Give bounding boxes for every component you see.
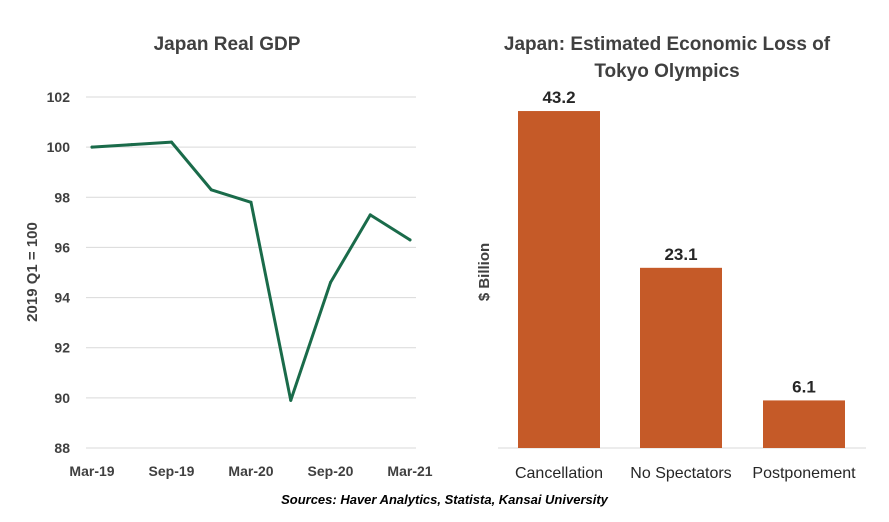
bar-chart-bar — [518, 111, 600, 448]
line-chart-y-tick-label: 88 — [54, 440, 70, 456]
line-chart-data-point — [170, 140, 173, 144]
line-chart-y-axis-label: 2019 Q1 = 100 — [24, 222, 41, 322]
line-chart-series — [90, 140, 412, 402]
line-chart-y-tick-label: 90 — [54, 390, 70, 406]
bar-chart-y-axis-label: $ Billion — [476, 243, 493, 301]
line-chart-data-point — [329, 281, 332, 285]
line-chart-data-point — [249, 200, 253, 204]
line-chart-y-tick-label: 92 — [54, 340, 70, 356]
line-chart-data-point — [90, 145, 94, 149]
bar-chart-bar — [763, 400, 845, 448]
bar-chart-olympics-loss: Japan: Estimated Economic Loss of Tokyo … — [476, 34, 866, 482]
bar-chart-bars: 43.2 Cancellation 23.1 No Spectators 6.1 Post… — [515, 88, 856, 482]
bar-chart-data-label: 6.1 — [792, 377, 816, 396]
bar-chart-category-label: No Spectators — [630, 465, 731, 482]
line-chart-y-tick-label: 98 — [54, 189, 70, 205]
line-chart-x-tick-label: Sep-20 — [308, 463, 354, 479]
line-chart-y-ticks: 88 90 92 94 96 98 100 102 — [47, 89, 71, 456]
line-chart-x-tick-label: Mar-21 — [387, 463, 432, 479]
line-chart-data-point — [130, 143, 134, 147]
line-chart-series-line — [90, 140, 412, 402]
line-chart-y-tick-label: 100 — [47, 139, 71, 155]
line-chart-x-ticks: Mar-19 Sep-19 Mar-20 Sep-20 Mar-21 — [69, 463, 432, 479]
bar-chart-category-label: Cancellation — [515, 465, 603, 482]
line-chart-y-tick-label: 94 — [54, 290, 70, 306]
line-chart-gdp: Japan Real GDP 2019 Q1 = 100 88 90 92 94 96 9… — [24, 34, 433, 479]
line-chart-title: Japan Real GDP — [154, 34, 301, 55]
source-note: Sources: Haver Analytics, Statista, Kans… — [281, 492, 608, 507]
line-chart-data-point — [289, 398, 293, 402]
bar-chart-data-label: 43.2 — [542, 88, 575, 107]
line-chart-data-point — [209, 188, 213, 192]
line-chart-x-tick-label: Sep-19 — [149, 463, 195, 479]
line-chart-gridlines — [86, 96, 416, 449]
line-chart-x-tick-label: Mar-20 — [228, 463, 273, 479]
line-chart-data-point — [368, 213, 372, 217]
bar-chart-category-label: Postponement — [752, 465, 856, 482]
line-chart-y-tick-label: 102 — [47, 89, 71, 105]
bar-chart-bar — [640, 267, 722, 448]
bar-chart-title-line-2: Tokyo Olympics — [594, 61, 739, 82]
line-chart-data-point — [408, 238, 412, 242]
line-chart-x-tick-label: Mar-19 — [69, 463, 114, 479]
bar-chart-title-line-1: Japan: Estimated Economic Loss of — [504, 34, 831, 55]
line-chart-y-tick-label: 96 — [54, 239, 70, 255]
bar-chart-data-label: 23.1 — [664, 245, 697, 264]
